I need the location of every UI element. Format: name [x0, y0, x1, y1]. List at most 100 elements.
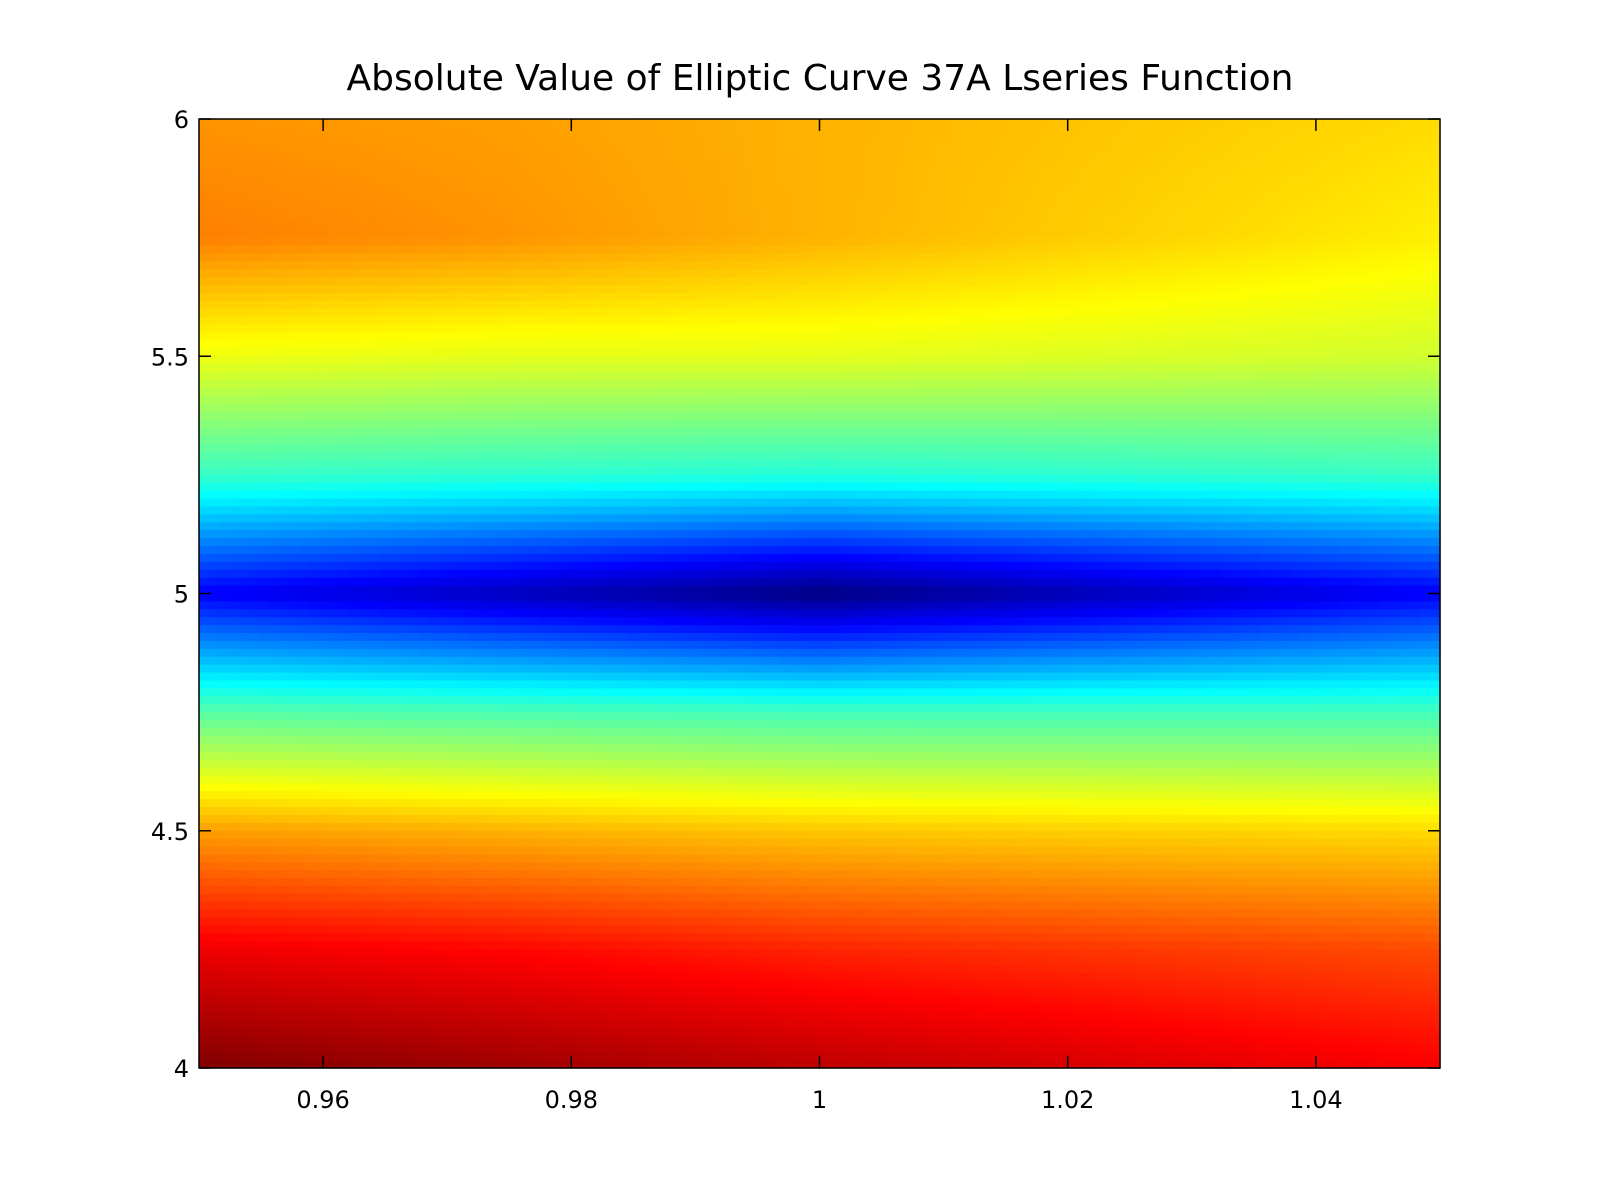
heatmap-cell [1219, 261, 1231, 270]
heatmap-cell [1209, 119, 1221, 128]
heatmap-cell [949, 324, 961, 334]
heatmap-cell [269, 198, 280, 207]
heatmap-cell [799, 427, 811, 436]
heatmap-cell [309, 427, 320, 436]
heatmap-cell [379, 419, 390, 429]
heatmap-cell [1259, 237, 1271, 247]
heatmap-cell [639, 300, 650, 310]
heatmap-cell [1079, 205, 1091, 215]
heatmap-cell [949, 158, 961, 168]
heatmap-cell [1349, 245, 1361, 255]
heatmap-cell [619, 285, 630, 294]
heatmap-cell [319, 419, 330, 429]
heatmap-cell [919, 134, 931, 144]
heatmap-cell [1079, 150, 1091, 160]
heatmap-cell [429, 316, 440, 326]
heatmap-cell [479, 245, 490, 255]
heatmap-cell [689, 277, 701, 286]
heatmap-cell [529, 126, 540, 136]
heatmap-cell [1099, 142, 1111, 152]
heatmap-cell [559, 150, 570, 160]
heatmap-cell [469, 213, 480, 223]
heatmap-cell [559, 387, 570, 397]
heatmap-cell [419, 316, 430, 326]
heatmap-cell [659, 379, 670, 389]
heatmap-cell [1259, 324, 1271, 334]
heatmap-cell [459, 395, 470, 405]
heatmap-cell [559, 174, 570, 183]
heatmap-cell [1229, 221, 1241, 231]
heatmap-cell [649, 182, 660, 191]
heatmap-cell [339, 403, 350, 413]
heatmap-cell [1409, 158, 1421, 168]
heatmap-cell [659, 348, 670, 357]
heatmap-cell [1139, 198, 1151, 207]
heatmap-cell [489, 182, 500, 191]
heatmap-cell [1329, 379, 1341, 389]
heatmap-cell [1059, 308, 1071, 318]
heatmap-cell [1419, 205, 1431, 215]
heatmap-cell [699, 419, 711, 429]
heatmap-cell [689, 134, 701, 144]
heatmap-cell [479, 300, 490, 310]
heatmap-cell [529, 308, 540, 318]
heatmap-cell [669, 269, 680, 278]
heatmap-cell [1059, 166, 1071, 175]
heatmap-cell [219, 229, 230, 239]
heatmap-cell [409, 245, 420, 255]
heatmap-cell [1099, 285, 1111, 294]
heatmap-cell [1379, 356, 1391, 365]
heatmap-cell [269, 229, 280, 239]
heatmap-cell [529, 119, 540, 128]
heatmap-cell [379, 308, 390, 318]
heatmap-cell [1039, 158, 1051, 168]
heatmap-cell [1089, 419, 1101, 429]
heatmap-cell [849, 253, 861, 262]
heatmap-cell [1109, 158, 1121, 168]
heatmap-cell [609, 419, 620, 429]
heatmap-cell [1359, 158, 1371, 168]
heatmap-cell [659, 166, 670, 175]
heatmap-cell [1369, 419, 1381, 429]
heatmap-cell [319, 213, 330, 223]
heatmap-cell [659, 119, 670, 128]
heatmap-cell [779, 419, 791, 429]
heatmap-cell [1319, 261, 1331, 270]
heatmap-cell [539, 205, 550, 215]
heatmap-cell [659, 221, 670, 231]
heatmap-cell [789, 308, 801, 318]
heatmap-cell [1109, 340, 1121, 349]
heatmap-cell [1279, 158, 1291, 168]
heatmap-cell [519, 403, 530, 413]
heatmap-cell [229, 277, 240, 286]
heatmap-cell [1019, 308, 1031, 318]
heatmap-cell [989, 379, 1001, 389]
heatmap-cell [1219, 166, 1231, 175]
heatmap-cell [929, 182, 941, 191]
heatmap-cell [909, 158, 921, 168]
heatmap-cell [819, 150, 831, 160]
heatmap-cell [1319, 166, 1331, 175]
heatmap-cell [1059, 142, 1071, 152]
heatmap-cell [809, 340, 821, 349]
heatmap-cell [659, 372, 670, 381]
heatmap-cell [1159, 245, 1171, 255]
heatmap-cell [1139, 182, 1151, 191]
heatmap-cell [1279, 427, 1291, 436]
heatmap-cell [259, 166, 270, 175]
heatmap-cell [409, 205, 420, 215]
heatmap-cell [249, 387, 260, 397]
heatmap-cell [759, 166, 771, 175]
heatmap-cell [399, 126, 410, 136]
heatmap-cell [289, 119, 300, 128]
heatmap-cell [219, 316, 230, 326]
heatmap-cell [999, 427, 1011, 436]
heatmap-cell [859, 174, 871, 183]
heatmap-cell [739, 134, 751, 144]
heatmap-cell [1399, 158, 1411, 168]
heatmap-cell [939, 364, 951, 373]
heatmap-cell [339, 348, 350, 357]
heatmap-cell [969, 364, 981, 373]
heatmap-cell [1289, 372, 1301, 381]
heatmap-cell [1019, 229, 1031, 239]
